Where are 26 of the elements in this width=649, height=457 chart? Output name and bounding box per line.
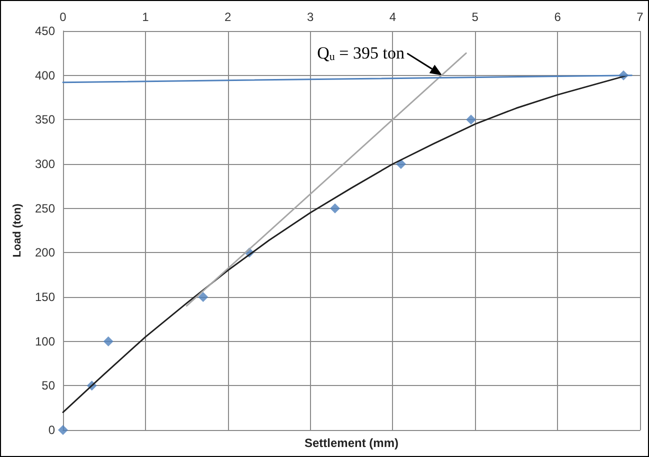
x-tick-label: 2 [224, 10, 232, 24]
y-tick-label: 400 [34, 68, 56, 82]
x-tick-label: 6 [554, 10, 562, 24]
y-tick-label: 450 [34, 24, 56, 38]
x-tick-label: 1 [142, 10, 150, 24]
y-tick-label: 150 [34, 290, 56, 304]
x-tick-label: 0 [60, 10, 67, 24]
point [58, 425, 68, 435]
x-tick-label: 4 [389, 10, 396, 24]
point [396, 159, 406, 169]
point [330, 203, 340, 214]
y-axis-title: Load (ton) [12, 203, 24, 258]
y-tick-label: 350 [34, 112, 56, 127]
y-tick-label: 200 [34, 246, 56, 260]
x-tick-label: 5 [472, 10, 479, 24]
point [198, 292, 208, 302]
y-tick-label: 250 [34, 201, 56, 216]
point [466, 114, 476, 125]
y-tick-label: 100 [34, 334, 56, 348]
x-axis-title: Settlement (mm) [304, 436, 399, 450]
point [103, 336, 114, 346]
x-tick-label: 3 [306, 10, 314, 24]
y-tick-label: 0 [48, 423, 56, 437]
x-tick-label: 7 [636, 10, 644, 24]
y-tick-label: 300 [34, 157, 56, 171]
y-tick-label: 50 [42, 378, 56, 393]
